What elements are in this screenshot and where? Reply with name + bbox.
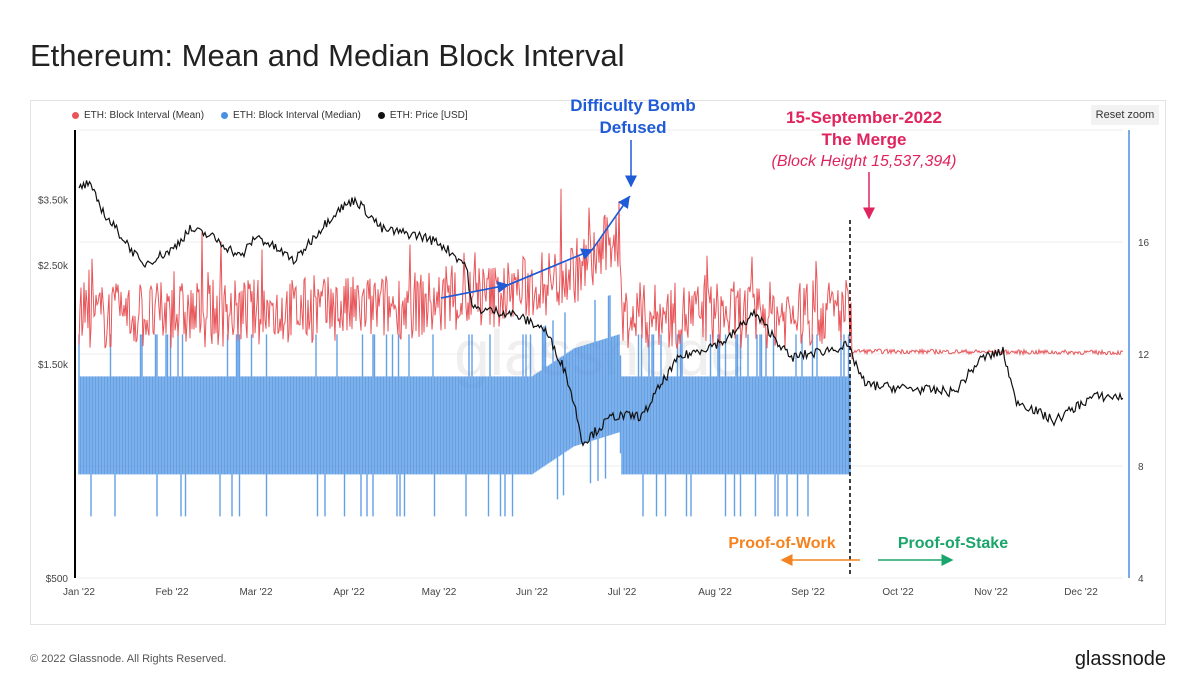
legend-price-label: ETH: Price [USD] — [389, 110, 468, 121]
x-tick-label: Jun '22 — [516, 587, 548, 598]
annotation-proof-of-stake: Proof-of-Stake — [898, 535, 1008, 552]
legend-median-label: ETH: Block Interval (Median) — [233, 110, 361, 121]
x-tick-label: Dec '22 — [1064, 587, 1098, 598]
y-right-tick-label: 8 — [1138, 462, 1144, 473]
copyright-text: © 2022 Glassnode. All Rights Reserved. — [30, 653, 227, 665]
legend-item-median[interactable]: ETH: Block Interval (Median) — [221, 110, 361, 121]
x-tick-label: Oct '22 — [882, 587, 914, 598]
x-tick-label: Apr '22 — [333, 587, 365, 598]
reset-zoom-button[interactable]: Reset zoom — [1091, 105, 1159, 125]
legend-mean-label: ETH: Block Interval (Mean) — [84, 110, 205, 121]
annotation-difficulty-bomb-line1: Difficulty Bomb — [570, 96, 696, 115]
price-series — [78, 180, 1124, 447]
mean-line — [78, 188, 1124, 360]
legend-item-price[interactable]: ETH: Price [USD] — [377, 110, 468, 121]
x-tick-label: Jan '22 — [63, 587, 95, 598]
x-tick-label: Aug '22 — [698, 587, 732, 598]
trend-arrow-2 — [507, 248, 594, 286]
chart-panel — [30, 100, 1166, 625]
y-left-tick-label: $3.50k — [38, 195, 69, 206]
price-line — [78, 180, 1124, 447]
legend-item-mean[interactable]: ETH: Block Interval (Mean) — [72, 110, 204, 121]
trend-arrow-1 — [440, 281, 510, 299]
trend-arrow-3 — [591, 195, 630, 251]
y-right-tick-label: 4 — [1138, 574, 1144, 585]
brand-logo: glassnode — [1074, 648, 1166, 670]
annotation-merge-block-height: (Block Height 15,537,394) — [772, 153, 957, 170]
y-left-tick-label: $1.50k — [38, 360, 69, 371]
mean-series — [78, 188, 1124, 360]
legend-price-marker — [377, 112, 385, 119]
x-tick-label: May '22 — [422, 587, 457, 598]
y-left-tick-label: $500 — [46, 574, 69, 585]
annotation-merge-date: 15-September-2022 — [786, 108, 942, 127]
x-tick-label: Feb '22 — [155, 587, 188, 598]
annotation-merge-title: The Merge — [821, 130, 906, 149]
legend-median-marker — [221, 112, 229, 119]
x-tick-label: Nov '22 — [974, 587, 1008, 598]
annotation-difficulty-bomb-line2: Defused — [599, 118, 666, 137]
y-right-tick-label: 16 — [1138, 238, 1150, 249]
x-tick-label: Sep '22 — [791, 587, 825, 598]
annotations: Difficulty Bomb Defused 15-September-2022 T… — [440, 96, 1008, 575]
x-tick-label: Mar '22 — [239, 587, 272, 598]
y-left-tick-label: $2.50k — [38, 261, 69, 272]
annotation-proof-of-work: Proof-of-Work — [728, 535, 835, 552]
y-right-tick-label: 12 — [1138, 350, 1150, 361]
chart-legend: ETH: Block Interval (Mean) ETH: Block In… — [72, 110, 468, 121]
page-title: Ethereum: Mean and Median Block Interval — [30, 38, 625, 73]
legend-mean-marker — [72, 112, 79, 119]
axes: $500 $1.50k $2.50k $3.50k 4 8 12 16 Jan '22 Feb '… — [38, 130, 1150, 598]
x-tick-label: Jul '22 — [608, 587, 637, 598]
